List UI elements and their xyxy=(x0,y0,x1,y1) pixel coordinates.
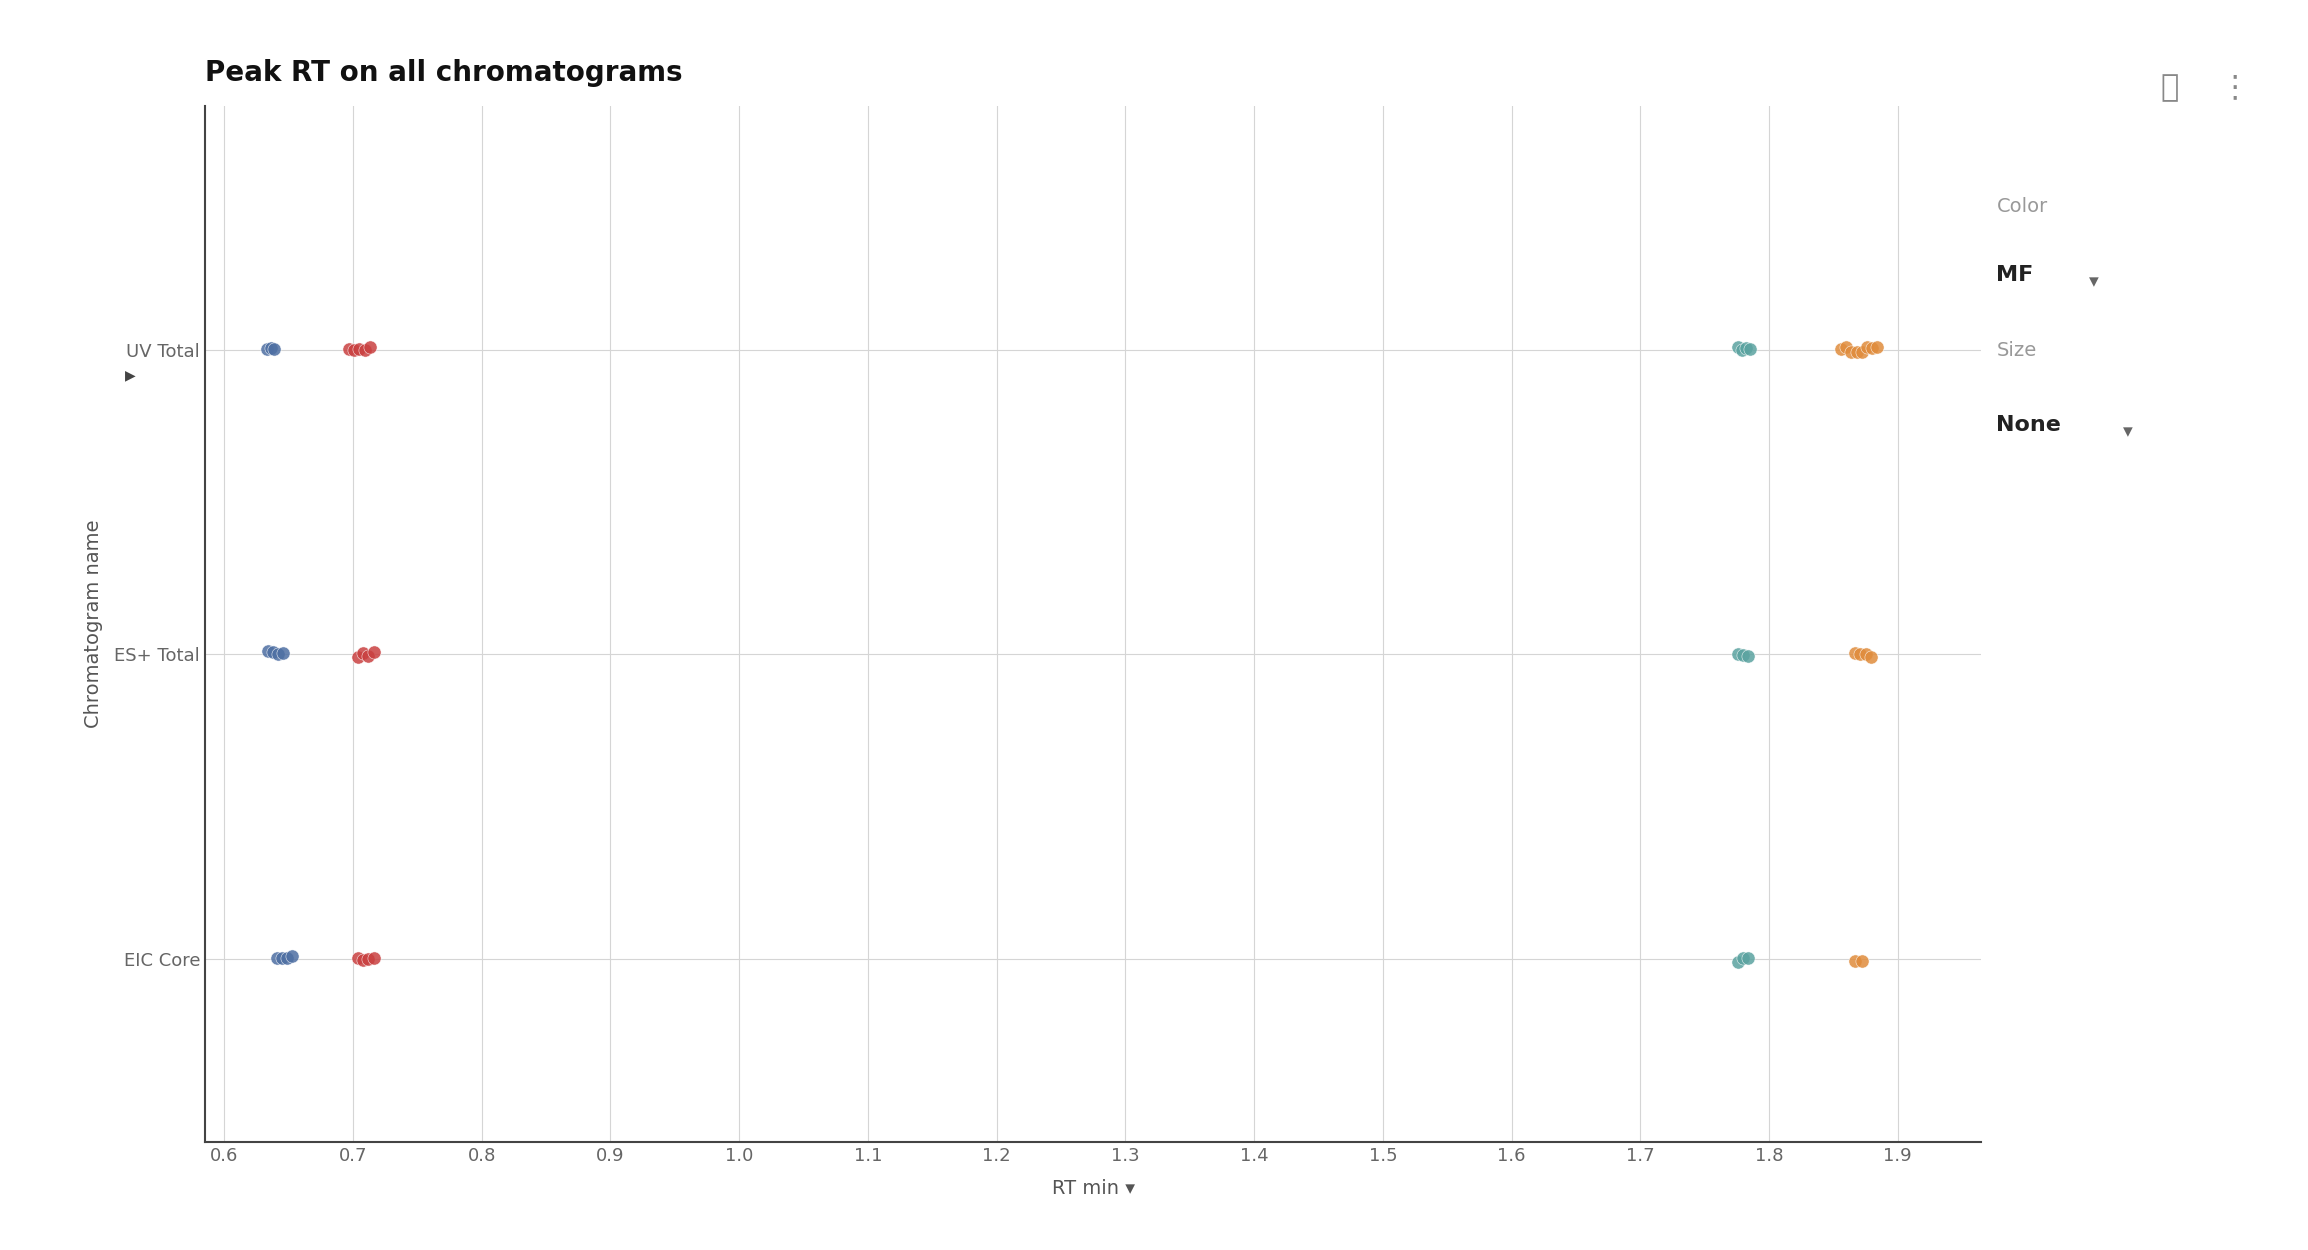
Point xyxy=(275,946,312,966)
Point xyxy=(1719,336,1756,356)
Point xyxy=(1828,338,1865,357)
Point xyxy=(351,646,388,666)
Point xyxy=(1849,338,1886,357)
Text: ⧂: ⧂ xyxy=(2160,72,2179,102)
Point xyxy=(1719,644,1756,664)
Point xyxy=(351,949,388,969)
Point xyxy=(351,338,388,357)
Point xyxy=(270,949,307,969)
Point xyxy=(1853,338,1890,357)
Point xyxy=(252,339,288,359)
Point xyxy=(256,339,293,359)
Point xyxy=(1833,342,1869,362)
Point xyxy=(1844,951,1881,971)
Point xyxy=(1823,339,1860,359)
Point xyxy=(1853,648,1890,668)
Point xyxy=(1731,339,1768,359)
Point xyxy=(254,642,291,662)
Text: None: None xyxy=(1996,415,2061,435)
Point xyxy=(1724,948,1761,968)
Point xyxy=(344,950,381,970)
Point xyxy=(249,339,286,359)
Text: Color: Color xyxy=(1996,196,2047,216)
Point xyxy=(337,340,374,360)
Point xyxy=(1837,342,1874,362)
Text: ▾: ▾ xyxy=(2089,271,2098,291)
Point xyxy=(1844,342,1881,362)
Point xyxy=(258,949,295,969)
Point xyxy=(1731,948,1768,968)
Point xyxy=(261,645,298,665)
Point xyxy=(1837,951,1874,971)
Point xyxy=(1846,644,1883,664)
X-axis label: RT min ▾: RT min ▾ xyxy=(1052,1179,1136,1198)
Point xyxy=(1719,951,1756,971)
Point xyxy=(1726,338,1763,357)
Point xyxy=(1837,642,1874,662)
Point xyxy=(1858,338,1895,357)
Point xyxy=(249,641,286,661)
Text: ▶: ▶ xyxy=(125,368,136,382)
Point xyxy=(330,339,367,359)
Point xyxy=(355,641,392,661)
Text: Peak RT on all chromatograms: Peak RT on all chromatograms xyxy=(205,59,683,86)
Y-axis label: Chromatogram name: Chromatogram name xyxy=(83,520,104,728)
Point xyxy=(1724,645,1761,665)
Point xyxy=(346,340,383,360)
Point xyxy=(263,949,300,969)
Text: MF: MF xyxy=(1996,265,2033,285)
Point xyxy=(1724,340,1761,360)
Point xyxy=(342,339,379,359)
Point xyxy=(1731,646,1768,666)
Point xyxy=(339,646,376,666)
Text: ▾: ▾ xyxy=(2123,421,2133,441)
Point xyxy=(1842,645,1879,665)
Point xyxy=(265,642,302,662)
Text: ⋮: ⋮ xyxy=(2218,72,2250,102)
Point xyxy=(355,948,392,968)
Point xyxy=(344,644,381,664)
Point xyxy=(339,948,376,968)
Text: Size: Size xyxy=(1996,340,2036,360)
